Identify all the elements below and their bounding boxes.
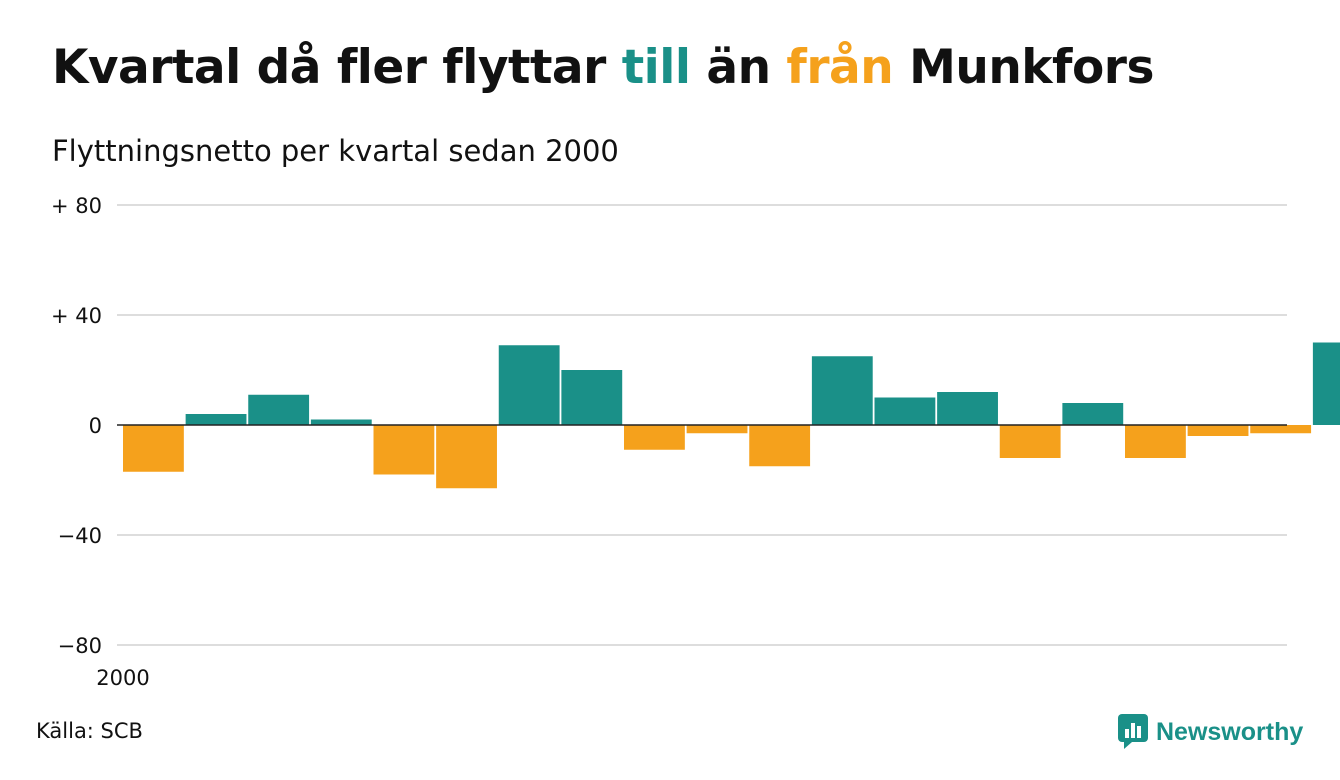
title-till: till <box>621 40 691 95</box>
gridlines <box>117 204 1287 646</box>
bar-q2 <box>248 394 310 425</box>
bar-q10 <box>749 425 811 467</box>
chart-title: Kvartal då fler flyttar till än från Mun… <box>52 40 1154 95</box>
bar-q15 <box>1062 403 1124 425</box>
bar-q3 <box>310 419 372 425</box>
bar-q4 <box>373 425 435 475</box>
newsworthy-logo-icon <box>1118 714 1148 749</box>
bar-q14 <box>999 425 1061 458</box>
bar-q18 <box>1250 425 1312 434</box>
bar-q6 <box>498 345 560 425</box>
bar-q12 <box>874 397 936 425</box>
title-part-3: Munkfors <box>893 40 1154 95</box>
bars <box>123 342 1340 489</box>
bar-q9 <box>686 425 748 434</box>
bar-q17 <box>1187 425 1249 436</box>
bar-q16 <box>1125 425 1186 458</box>
bar-q7 <box>561 370 623 425</box>
source-note: Källa: SCB <box>36 719 143 743</box>
title-part-1: Kvartal då fler flyttar <box>52 40 622 95</box>
bar-q1 <box>185 414 247 425</box>
y-tick-label: 0 <box>89 414 102 438</box>
title-fran: från <box>786 40 894 95</box>
bar-q0 <box>123 425 184 472</box>
y-tick-label: + 80 <box>51 194 102 218</box>
bar-q19 <box>1312 342 1340 425</box>
axes: + 80+ 400−40−8020002005201020152020 <box>51 194 1287 690</box>
bar-q5 <box>436 425 497 489</box>
y-tick-label: + 40 <box>51 304 102 328</box>
bar-q8 <box>624 425 685 450</box>
y-tick-label: −40 <box>58 524 102 548</box>
newsworthy-logo[interactable]: Newsworthy <box>1118 714 1303 750</box>
newsworthy-logo-text: Newsworthy <box>1156 717 1304 746</box>
x-tick-label: 2000 <box>96 666 149 690</box>
bar-q11 <box>811 356 873 425</box>
chart-subtitle: Flyttningsnetto per kvartal sedan 2000 <box>52 134 619 168</box>
y-tick-label: −80 <box>58 634 102 658</box>
bar-q13 <box>937 392 998 425</box>
title-part-2: än <box>690 40 787 95</box>
